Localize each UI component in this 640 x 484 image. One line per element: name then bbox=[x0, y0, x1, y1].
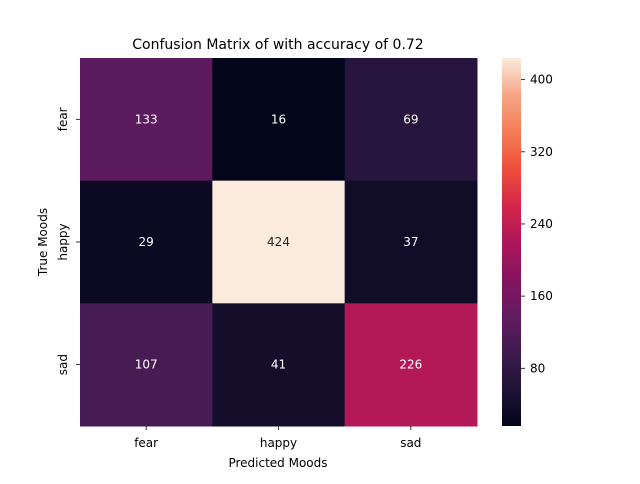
x-tick-label-sad: sad bbox=[400, 436, 421, 450]
heatmap-cells bbox=[80, 58, 478, 427]
heatmap-cell-sad-sad bbox=[344, 303, 478, 427]
y-tick-label-sad: sad bbox=[56, 354, 70, 375]
cell-value-label: 16 bbox=[271, 112, 286, 126]
colorbar-ticks: 80 160 240 320 400 bbox=[521, 73, 553, 375]
colorbar-tick-label: 160 bbox=[530, 289, 553, 303]
cell-value-label: 29 bbox=[139, 235, 154, 249]
heatmap-cell-fear-sad bbox=[344, 58, 478, 182]
cell-value-label: 69 bbox=[403, 112, 418, 126]
chart-title: Confusion Matrix of with accuracy of 0.7… bbox=[132, 37, 423, 53]
x-tick-label-fear: fear bbox=[134, 436, 158, 450]
colorbar-tick-label: 80 bbox=[530, 361, 545, 375]
cell-value-label: 107 bbox=[135, 358, 158, 372]
heatmap-cell-sad-fear bbox=[80, 303, 213, 427]
y-tick-label-fear: fear bbox=[56, 107, 70, 131]
cell-value-label: 226 bbox=[399, 358, 422, 372]
colorbar-tick-label: 400 bbox=[530, 73, 553, 87]
y-axis: fear happy sad bbox=[56, 107, 80, 375]
heatmap-cell-labels: 133 16 69 29 424 37 107 41 226 bbox=[135, 112, 423, 371]
cell-value-label: 133 bbox=[135, 112, 158, 126]
heatmap-cell-happy-happy bbox=[212, 180, 346, 304]
x-tick-label-happy: happy bbox=[260, 436, 297, 450]
cell-value-label: 41 bbox=[271, 358, 286, 372]
heatmap-cell-happy-fear bbox=[80, 180, 213, 304]
cell-value-label: 37 bbox=[403, 235, 418, 249]
x-axis: fear happy sad bbox=[134, 426, 421, 450]
cell-value-label: 424 bbox=[267, 235, 290, 249]
heatmap-cell-fear-fear bbox=[80, 58, 213, 182]
colorbar-tick-label: 240 bbox=[530, 217, 553, 231]
colorbar-tick-label: 320 bbox=[530, 145, 553, 159]
x-axis-label: Predicted Moods bbox=[228, 456, 327, 470]
heatmap-cell-fear-happy bbox=[212, 58, 346, 182]
heatmap-cell-sad-happy bbox=[212, 303, 346, 427]
colorbar: 80 160 240 320 400 bbox=[502, 58, 553, 426]
y-tick-label-happy: happy bbox=[56, 223, 70, 260]
colorbar-gradient-bar bbox=[502, 58, 521, 426]
y-axis-label: True Moods bbox=[36, 208, 50, 277]
heatmap-cell-happy-sad bbox=[344, 180, 478, 304]
